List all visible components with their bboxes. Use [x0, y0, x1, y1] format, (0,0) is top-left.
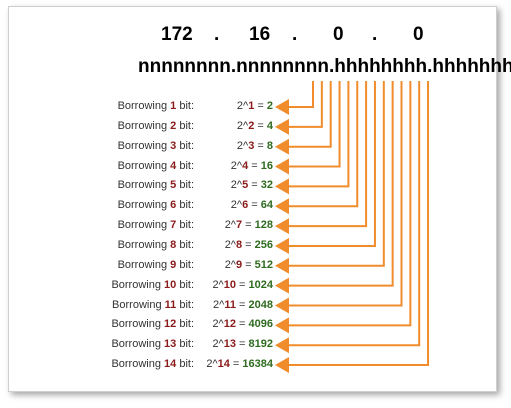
arrow-connector — [277, 81, 322, 127]
arrow-connector — [277, 81, 375, 246]
arrow-connector — [277, 81, 428, 365]
arrow-connector — [277, 81, 410, 325]
arrow-connector — [277, 81, 313, 107]
arrow-connector — [277, 81, 357, 206]
